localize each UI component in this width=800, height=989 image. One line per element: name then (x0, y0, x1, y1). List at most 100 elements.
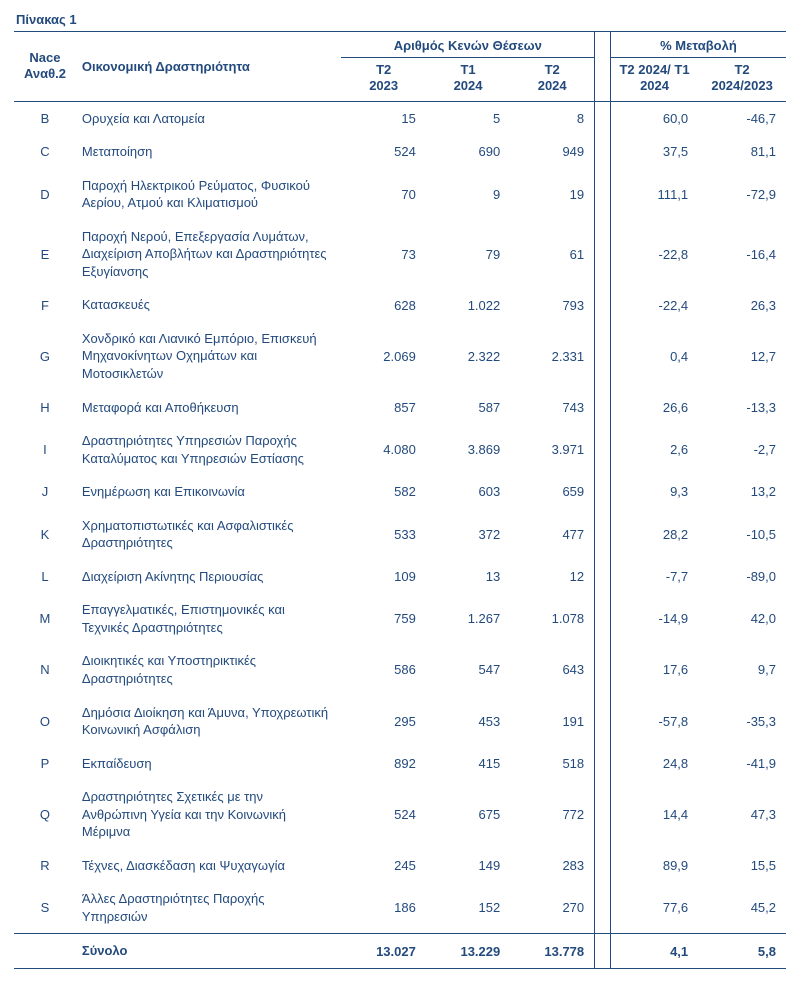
cell-activity: Διαχείριση Ακίνητης Περιουσίας (76, 560, 335, 594)
cell-activity: Χονδρικό και Λιανικό Εμπόριο, Επισκευή Μ… (76, 322, 335, 391)
cell-nace: H (14, 391, 76, 425)
cell-nace: N (14, 644, 76, 695)
cell-t2-2023: 582 (341, 475, 425, 509)
cell-nace: R (14, 849, 76, 883)
col-t1-2024: T12024 (426, 58, 510, 102)
cell-t2-2024: 61 (510, 220, 594, 289)
cell-pct-yoy: -13,3 (698, 391, 786, 425)
cell-t1-2024: 149 (426, 849, 510, 883)
cell-t1-2024: 5 (426, 101, 510, 135)
column-separator (595, 424, 611, 475)
cell-pct-qoq: 111,1 (610, 169, 698, 220)
table-row: BΟρυχεία και Λατομεία155860,0-46,7 (14, 101, 786, 135)
cell-nace: E (14, 220, 76, 289)
table-title: Πίνακας 1 (16, 12, 786, 27)
cell-nace: O (14, 696, 76, 747)
cell-pct-qoq: 2,6 (610, 424, 698, 475)
cell-activity: Δημόσια Διοίκηση και Άμυνα, Υποχρεωτική … (76, 696, 335, 747)
table-row: RΤέχνες, Διασκέδαση και Ψυχαγωγία2451492… (14, 849, 786, 883)
col-group-change: % Μεταβολή (610, 32, 786, 58)
cell-activity: Άλλες Δραστηριότητες Παροχής Υπηρεσιών (76, 882, 335, 934)
cell-t2-2023: 109 (341, 560, 425, 594)
column-separator (595, 747, 611, 781)
cell-activity: Παροχή Νερού, Επεξεργασία Λυμάτων, Διαχε… (76, 220, 335, 289)
cell-pct-yoy: -72,9 (698, 169, 786, 220)
table-row: QΔραστηριότητες Σχετικές με την Ανθρώπιν… (14, 780, 786, 849)
cell-activity: Μεταφορά και Αποθήκευση (76, 391, 335, 425)
cell-t1-2024: 3.869 (426, 424, 510, 475)
cell-nace: G (14, 322, 76, 391)
cell-t2-2024: 477 (510, 509, 594, 560)
cell-t2-2024: 19 (510, 169, 594, 220)
table-row: MΕπαγγελματικές, Επιστημονικές και Τεχνι… (14, 593, 786, 644)
cell-t2-2023: 2.069 (341, 322, 425, 391)
cell-pct-qoq: 37,5 (610, 135, 698, 169)
cell-pct-qoq: -22,4 (610, 288, 698, 322)
col-pct-qoq: T2 2024/ T12024 (610, 58, 698, 102)
vacancies-table: NaceΑναθ.2 Οικονομική Δραστηριότητα Αριθ… (14, 31, 786, 969)
cell-t2-2023: 15 (341, 101, 425, 135)
cell-activity: Επαγγελματικές, Επιστημονικές και Τεχνικ… (76, 593, 335, 644)
cell-pct-qoq: 14,4 (610, 780, 698, 849)
cell-activity: Δραστηριότητες Υπηρεσιών Παροχής Καταλύμ… (76, 424, 335, 475)
table-body: BΟρυχεία και Λατομεία155860,0-46,7CΜεταπ… (14, 101, 786, 934)
cell-t2-2024: 8 (510, 101, 594, 135)
column-separator (595, 696, 611, 747)
cell-pct-qoq: -57,8 (610, 696, 698, 747)
table-row: HΜεταφορά και Αποθήκευση85758774326,6-13… (14, 391, 786, 425)
total-t2-2023: 13.027 (341, 934, 425, 969)
table-row: FΚατασκευές6281.022793-22,426,3 (14, 288, 786, 322)
cell-nace: D (14, 169, 76, 220)
cell-t1-2024: 2.322 (426, 322, 510, 391)
cell-t1-2024: 415 (426, 747, 510, 781)
column-separator (595, 169, 611, 220)
column-separator (595, 322, 611, 391)
column-separator (595, 101, 611, 135)
cell-t1-2024: 9 (426, 169, 510, 220)
cell-t2-2023: 524 (341, 780, 425, 849)
cell-pct-yoy: -10,5 (698, 509, 786, 560)
cell-pct-yoy: -46,7 (698, 101, 786, 135)
table-row: OΔημόσια Διοίκηση και Άμυνα, Υποχρεωτική… (14, 696, 786, 747)
cell-nace: I (14, 424, 76, 475)
cell-t2-2023: 586 (341, 644, 425, 695)
table-row: EΠαροχή Νερού, Επεξεργασία Λυμάτων, Διαχ… (14, 220, 786, 289)
column-separator (595, 849, 611, 883)
cell-t1-2024: 1.022 (426, 288, 510, 322)
cell-pct-yoy: -41,9 (698, 747, 786, 781)
cell-t2-2023: 70 (341, 169, 425, 220)
cell-t2-2024: 270 (510, 882, 594, 934)
column-separator (595, 475, 611, 509)
col-activity: Οικονομική Δραστηριότητα (76, 32, 335, 102)
table-row: KΧρηματοπιστωτικές και Ασφαλιστικές Δρασ… (14, 509, 786, 560)
table-row: LΔιαχείριση Ακίνητης Περιουσίας1091312-7… (14, 560, 786, 594)
column-separator (595, 882, 611, 934)
table-head: NaceΑναθ.2 Οικονομική Δραστηριότητα Αριθ… (14, 32, 786, 102)
cell-nace: B (14, 101, 76, 135)
cell-nace: M (14, 593, 76, 644)
cell-t2-2023: 4.080 (341, 424, 425, 475)
cell-nace: Q (14, 780, 76, 849)
cell-pct-yoy: 9,7 (698, 644, 786, 695)
cell-t2-2023: 186 (341, 882, 425, 934)
cell-pct-qoq: -7,7 (610, 560, 698, 594)
column-separator (595, 509, 611, 560)
cell-activity: Παροχή Ηλεκτρικού Ρεύματος, Φυσικού Αερί… (76, 169, 335, 220)
column-separator (595, 593, 611, 644)
cell-pct-qoq: 26,6 (610, 391, 698, 425)
cell-t2-2023: 533 (341, 509, 425, 560)
cell-pct-qoq: 9,3 (610, 475, 698, 509)
cell-nace: K (14, 509, 76, 560)
cell-t2-2023: 759 (341, 593, 425, 644)
cell-t2-2024: 3.971 (510, 424, 594, 475)
total-pct-qoq: 4,1 (610, 934, 698, 969)
cell-pct-yoy: 81,1 (698, 135, 786, 169)
cell-nace: C (14, 135, 76, 169)
cell-nace: F (14, 288, 76, 322)
cell-t2-2024: 191 (510, 696, 594, 747)
total-label: Σύνολο (76, 934, 335, 969)
cell-t2-2024: 793 (510, 288, 594, 322)
total-t1-2024: 13.229 (426, 934, 510, 969)
cell-t1-2024: 152 (426, 882, 510, 934)
cell-pct-yoy: -89,0 (698, 560, 786, 594)
